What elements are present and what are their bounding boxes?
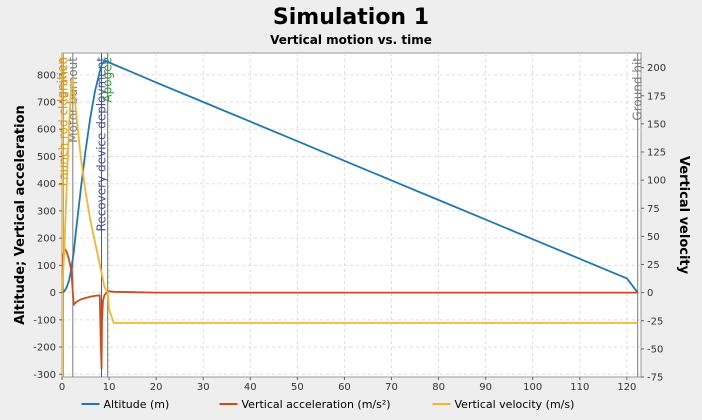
legend-entry: Altitude (m) xyxy=(104,398,170,411)
y-left-tick-label: -100 xyxy=(33,315,56,326)
y-right-tick-label: 75 xyxy=(647,204,660,215)
y-left-tick-label: -200 xyxy=(33,343,56,354)
y-left-tick-label: 300 xyxy=(37,206,56,217)
x-tick-label: 120 xyxy=(617,382,636,393)
event-label: Ignition xyxy=(55,57,69,102)
x-tick-label: 40 xyxy=(244,382,257,393)
y-left-tick-label: 700 xyxy=(37,98,56,109)
legend-entry: Vertical acceleration (m/s²) xyxy=(242,398,391,411)
y-right-tick-label: 0 xyxy=(647,288,653,299)
y-right-tick-label: 175 xyxy=(647,91,666,102)
x-tick-label: 20 xyxy=(150,382,163,393)
y-left-tick-label: 800 xyxy=(37,70,56,81)
chart-subtitle: Vertical motion vs. time xyxy=(270,33,432,47)
y-right-tick-label: 125 xyxy=(647,148,666,159)
x-tick-label: 70 xyxy=(385,382,398,393)
series-line xyxy=(61,78,638,324)
event-label: Apogee xyxy=(101,57,115,103)
y-left-tick-label: 100 xyxy=(37,261,56,272)
y-right-tick-label: 200 xyxy=(647,63,666,74)
series-line xyxy=(61,248,638,370)
y-right-tick-label: 150 xyxy=(647,119,666,130)
x-tick-label: 10 xyxy=(103,382,116,393)
x-tick-label: 110 xyxy=(570,382,589,393)
event-label: Launch rod clearance xyxy=(56,57,70,186)
chart-title: Simulation 1 xyxy=(273,5,429,30)
x-tick-label: 90 xyxy=(479,382,492,393)
y-left-tick-label: 0 xyxy=(50,288,56,299)
x-tick-label: 0 xyxy=(59,382,65,393)
y-right-tick-label: 100 xyxy=(647,176,666,187)
legend: Altitude (m) Vertical acceleration (m/s²)… xyxy=(81,398,575,411)
x-tick-label: 50 xyxy=(291,382,304,393)
y-left-tick-label: 400 xyxy=(37,179,56,190)
x-tick-label: 80 xyxy=(432,382,445,393)
series-line xyxy=(61,60,639,294)
x-tick-label: 30 xyxy=(197,382,210,393)
y-left-axis-ticks: -300 -200 -100 0 100 200 300 400 500 600 700 800 xyxy=(33,70,62,381)
legend-entry: Vertical velocity (m/s) xyxy=(455,398,575,411)
y-right-tick-label: -25 xyxy=(647,316,663,327)
event-label: Ground hit xyxy=(631,57,645,121)
x-tick-label: 60 xyxy=(338,382,351,393)
y-right-axis-label: Vertical velocity xyxy=(676,156,691,275)
y-left-axis-label: Altitude; Vertical acceleration xyxy=(13,105,28,325)
y-right-tick-label: 25 xyxy=(647,260,660,271)
x-axis-ticks: 0 10 20 30 40 50 60 70 80 90 100 110 120 xyxy=(59,377,636,393)
y-left-tick-label: 500 xyxy=(37,152,56,163)
y-right-axis-ticks: -75 -50 -25 0 25 50 75 100 125 150 175 200 xyxy=(641,63,666,384)
y-right-tick-label: -50 xyxy=(647,344,663,355)
y-left-tick-label: 200 xyxy=(37,234,56,245)
y-left-tick-label: -300 xyxy=(33,370,56,381)
series-lines xyxy=(61,60,639,370)
y-right-tick-label: 50 xyxy=(647,232,660,243)
event-label: Recovery device deployment xyxy=(95,57,109,232)
y-right-tick-label: -75 xyxy=(647,373,663,384)
y-left-tick-label: 600 xyxy=(37,125,56,136)
x-tick-label: 100 xyxy=(523,382,542,393)
